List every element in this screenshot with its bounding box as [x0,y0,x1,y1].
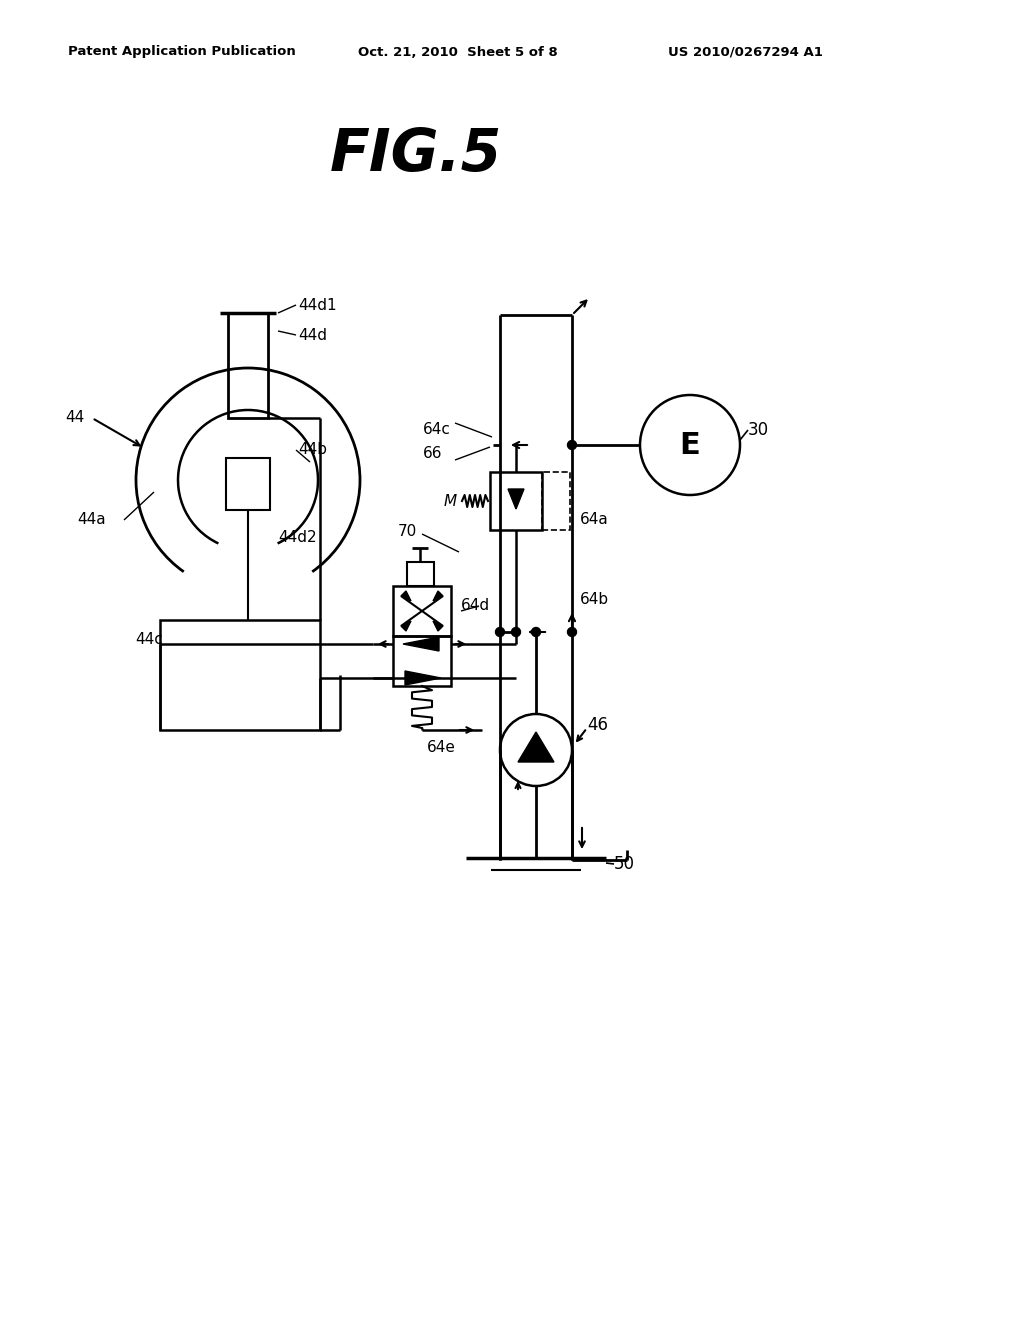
Text: 66: 66 [423,446,442,461]
Circle shape [640,395,740,495]
Text: 44c: 44c [135,632,163,648]
Bar [160,620,319,730]
Text: 70: 70 [397,524,417,540]
Polygon shape [406,671,441,685]
Text: E: E [680,430,700,459]
Circle shape [500,714,572,785]
Text: 44: 44 [65,411,84,425]
Polygon shape [518,733,554,762]
Text: 30: 30 [748,421,769,440]
Text: 44a: 44a [78,512,106,528]
Polygon shape [401,591,411,601]
Polygon shape [403,638,439,651]
Bar [228,313,268,418]
Circle shape [567,441,577,450]
Polygon shape [433,620,443,631]
Text: 50: 50 [614,855,635,873]
Bar [542,473,570,531]
Bar [490,473,542,531]
Text: 44d: 44d [298,327,327,342]
Text: 64a: 64a [580,512,608,528]
Text: 46: 46 [587,715,608,734]
Text: 44b: 44b [298,442,327,458]
Polygon shape [433,591,443,601]
Text: M: M [443,494,457,508]
Text: Oct. 21, 2010  Sheet 5 of 8: Oct. 21, 2010 Sheet 5 of 8 [358,45,558,58]
Circle shape [567,627,577,636]
Text: 64d: 64d [461,598,490,614]
Bar [393,586,451,636]
Circle shape [531,627,541,636]
Polygon shape [508,488,524,510]
Bar [393,636,451,686]
Bar [407,562,434,586]
Text: 64e: 64e [427,741,456,755]
Polygon shape [401,620,411,631]
Text: 64b: 64b [580,593,609,607]
Bar [226,458,270,510]
Text: 64c: 64c [423,422,451,437]
Text: Patent Application Publication: Patent Application Publication [68,45,296,58]
Text: 44d1: 44d1 [298,297,337,313]
Circle shape [496,627,505,636]
Circle shape [512,627,520,636]
Text: FIG.5: FIG.5 [330,127,502,183]
Text: US 2010/0267294 A1: US 2010/0267294 A1 [668,45,823,58]
Text: 44d2: 44d2 [278,531,316,545]
